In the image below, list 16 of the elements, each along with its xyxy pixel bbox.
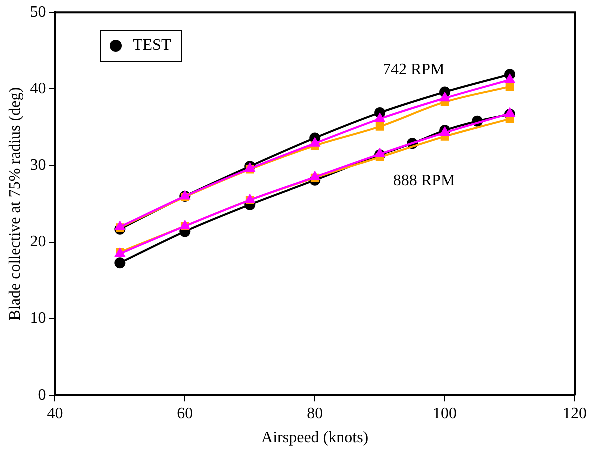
x-tick-label: 80 (307, 405, 324, 422)
x-tick-label: 100 (433, 405, 458, 422)
x-tick-label: 40 (47, 405, 64, 422)
y-tick-label: 50 (30, 4, 46, 21)
x-tick-label: 60 (177, 405, 194, 422)
y-tick-label: 0 (38, 386, 46, 404)
legend-label: TEST (133, 37, 172, 55)
annotation: 888 RPM (393, 172, 456, 190)
y-tick-label: 40 (30, 80, 46, 98)
x-axis-title: Airspeed (knots) (262, 430, 369, 447)
annotation: 742 RPM (382, 61, 445, 78)
x-tick-label: 120 (563, 405, 587, 422)
y-axis-title: Blade collective at 75% radius (deg) (6, 87, 24, 321)
y-tick-label: 10 (30, 310, 46, 328)
y-tick-label: 30 (30, 157, 46, 174)
y-tick-label: 20 (30, 234, 46, 251)
